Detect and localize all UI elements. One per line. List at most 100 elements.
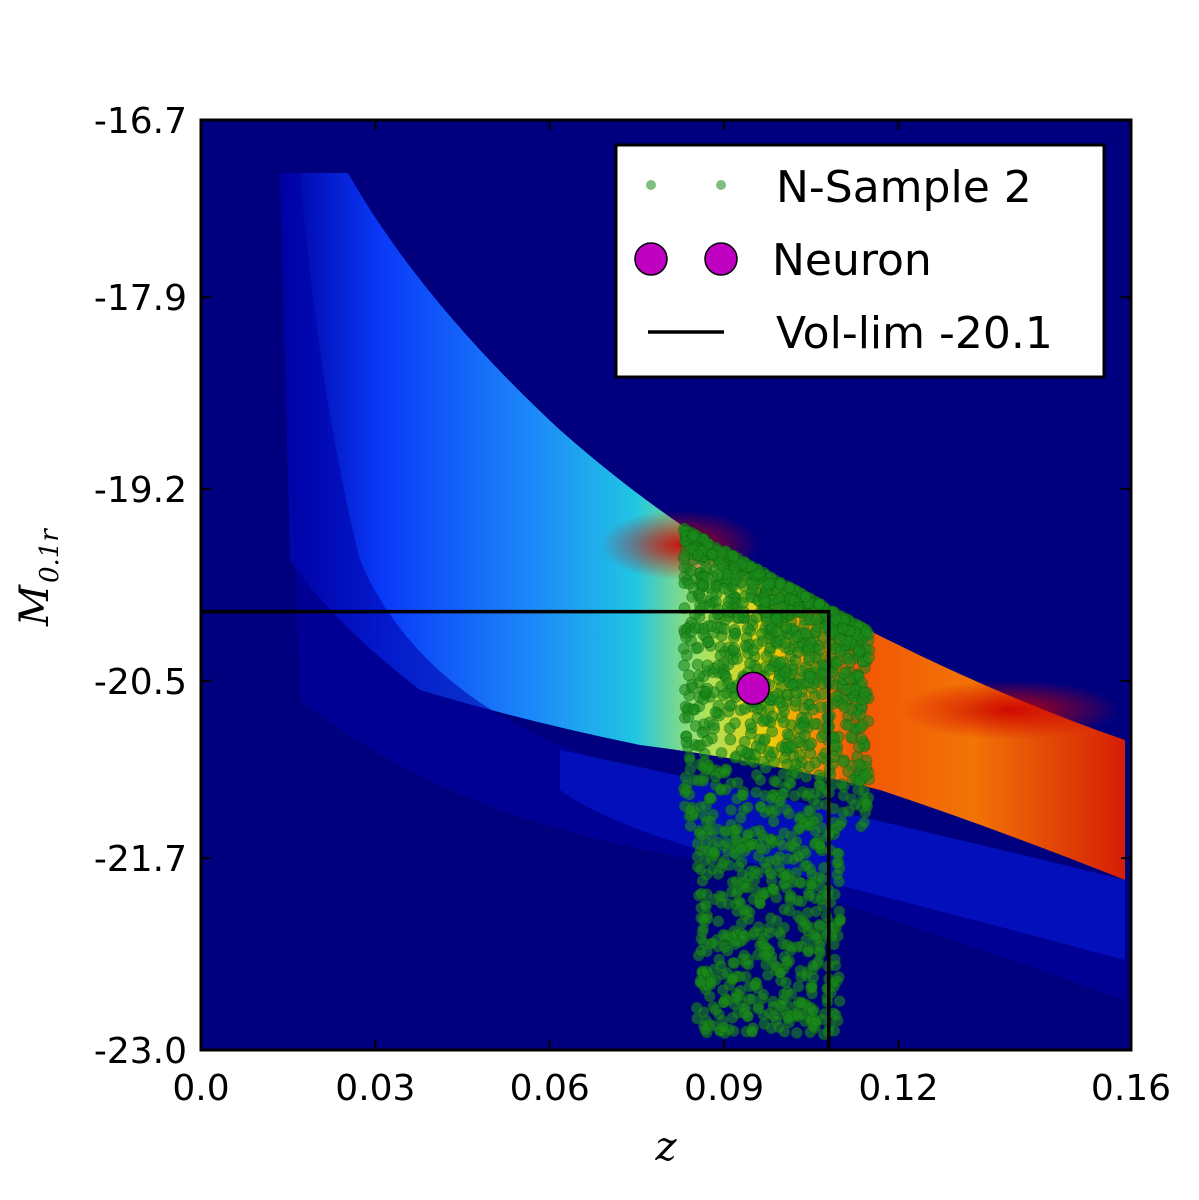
y-tick-label: -20.5 bbox=[94, 662, 187, 703]
n-sample-point bbox=[842, 719, 855, 732]
n-sample-point bbox=[774, 966, 787, 979]
x-axis-ticks: 0.0 0.03 0.06 0.09 0.12 0.16 bbox=[172, 120, 1171, 1109]
n-sample-point bbox=[852, 645, 865, 658]
heatmap-fade bbox=[280, 173, 1125, 1000]
n-sample-point bbox=[754, 897, 766, 910]
x-tick-label: 0.12 bbox=[858, 1068, 938, 1109]
n-sample-point bbox=[785, 941, 798, 953]
n-sample-point bbox=[706, 863, 719, 876]
n-sample-point bbox=[805, 878, 818, 891]
vol-lim-line bbox=[201, 609, 831, 1050]
n-sample-point bbox=[778, 903, 791, 916]
n-sample-point bbox=[793, 822, 806, 835]
n-sample-point bbox=[790, 1027, 803, 1039]
n-sample-point bbox=[776, 839, 789, 852]
y-axis-label-group: M 0.1r bbox=[12, 528, 65, 627]
n-sample-point bbox=[814, 839, 826, 852]
n-sample-point bbox=[742, 828, 755, 841]
n-sample-point bbox=[717, 996, 730, 1009]
n-sample-point bbox=[787, 853, 800, 866]
n-sample-point bbox=[718, 582, 731, 595]
y-axis-label-subscript: 0.1r bbox=[35, 528, 65, 583]
n-sample-point bbox=[828, 739, 841, 752]
n-sample-point bbox=[766, 725, 778, 738]
n-sample-point bbox=[831, 847, 844, 860]
n-sample-point bbox=[731, 652, 744, 665]
n-sample-point bbox=[796, 1008, 809, 1021]
n-sample-point bbox=[778, 827, 790, 840]
n-sample-point bbox=[849, 798, 861, 811]
y-axis-ticks: -16.7 -17.9 -19.2 -20.5 -21.7 -23.0 bbox=[94, 101, 1131, 1072]
n-sample-point bbox=[860, 625, 873, 638]
legend-label-neuron: Neuron bbox=[772, 235, 932, 286]
n-sample-point bbox=[712, 915, 725, 928]
n-sample-point bbox=[803, 650, 816, 663]
n-sample-point bbox=[720, 837, 733, 849]
n-sample-point bbox=[708, 846, 720, 858]
n-sample-point bbox=[715, 783, 727, 796]
n-sample-point bbox=[723, 700, 736, 712]
n-sample-point bbox=[816, 688, 829, 701]
n-sample-point bbox=[806, 1005, 819, 1018]
n-sample-point bbox=[834, 633, 847, 646]
n-sample-point bbox=[860, 797, 873, 810]
n-sample-point bbox=[807, 971, 820, 984]
n-sample-point bbox=[806, 868, 818, 881]
n-sample-point bbox=[701, 659, 714, 672]
n-sample-point bbox=[715, 747, 728, 759]
n-sample-point bbox=[814, 919, 826, 932]
n-sample-point bbox=[831, 857, 844, 869]
n-sample-point bbox=[862, 652, 875, 664]
n-sample-point bbox=[798, 915, 810, 928]
n-sample-point bbox=[727, 972, 739, 985]
n-sample-point bbox=[680, 649, 693, 662]
legend-sample-dot-2 bbox=[716, 180, 726, 190]
n-sample-point bbox=[717, 1021, 730, 1034]
legend-label-vol-lim: Vol-lim -20.1 bbox=[776, 308, 1053, 359]
n-sample-point bbox=[835, 778, 848, 791]
legend-label-n-sample: N-Sample 2 bbox=[776, 162, 1032, 213]
n-sample-point bbox=[741, 801, 754, 814]
n-sample-point bbox=[728, 938, 741, 951]
n-sample-point bbox=[697, 912, 710, 925]
n-sample-point bbox=[780, 870, 792, 882]
n-sample-point bbox=[810, 1015, 823, 1028]
n-sample-point bbox=[812, 798, 824, 811]
n-sample-point bbox=[773, 850, 786, 863]
n-sample-point bbox=[739, 881, 752, 894]
y-tick-label: -17.9 bbox=[94, 278, 187, 319]
n-sample-point bbox=[701, 735, 714, 747]
x-tick-label: 0.09 bbox=[684, 1068, 764, 1109]
legend-box bbox=[614, 143, 1106, 379]
n-sample-point bbox=[735, 744, 748, 757]
n-sample-point bbox=[691, 658, 704, 671]
n-sample-point bbox=[795, 997, 808, 1010]
n-sample-point bbox=[742, 958, 755, 971]
n-sample-point bbox=[816, 872, 829, 885]
n-sample-point bbox=[810, 613, 823, 626]
n-sample-point bbox=[705, 829, 718, 842]
n-sample-point bbox=[757, 1009, 770, 1022]
n-sample-point bbox=[687, 529, 699, 542]
n-sample-point bbox=[800, 712, 813, 725]
n-sample-point bbox=[680, 736, 693, 749]
n-sample-point bbox=[816, 731, 828, 743]
n-sample-point bbox=[748, 979, 761, 992]
n-sample-point bbox=[799, 590, 812, 603]
n-sample-point bbox=[762, 578, 775, 591]
n-sample-point bbox=[732, 611, 745, 624]
n-sample-point bbox=[694, 801, 707, 813]
n-sample-point bbox=[725, 804, 737, 816]
n-sample-point bbox=[747, 644, 760, 656]
n-sample-point bbox=[739, 702, 751, 715]
n-sample-point bbox=[725, 818, 738, 831]
n-sample-point bbox=[854, 721, 867, 734]
n-sample-point bbox=[687, 703, 700, 716]
n-sample-point bbox=[739, 970, 752, 983]
n-sample-point bbox=[726, 1011, 739, 1024]
n-sample-point bbox=[716, 890, 729, 903]
n-sample-point bbox=[816, 900, 829, 912]
n-sample-point bbox=[718, 766, 731, 779]
n-sample-point bbox=[718, 623, 731, 635]
n-sample-point bbox=[780, 976, 792, 989]
